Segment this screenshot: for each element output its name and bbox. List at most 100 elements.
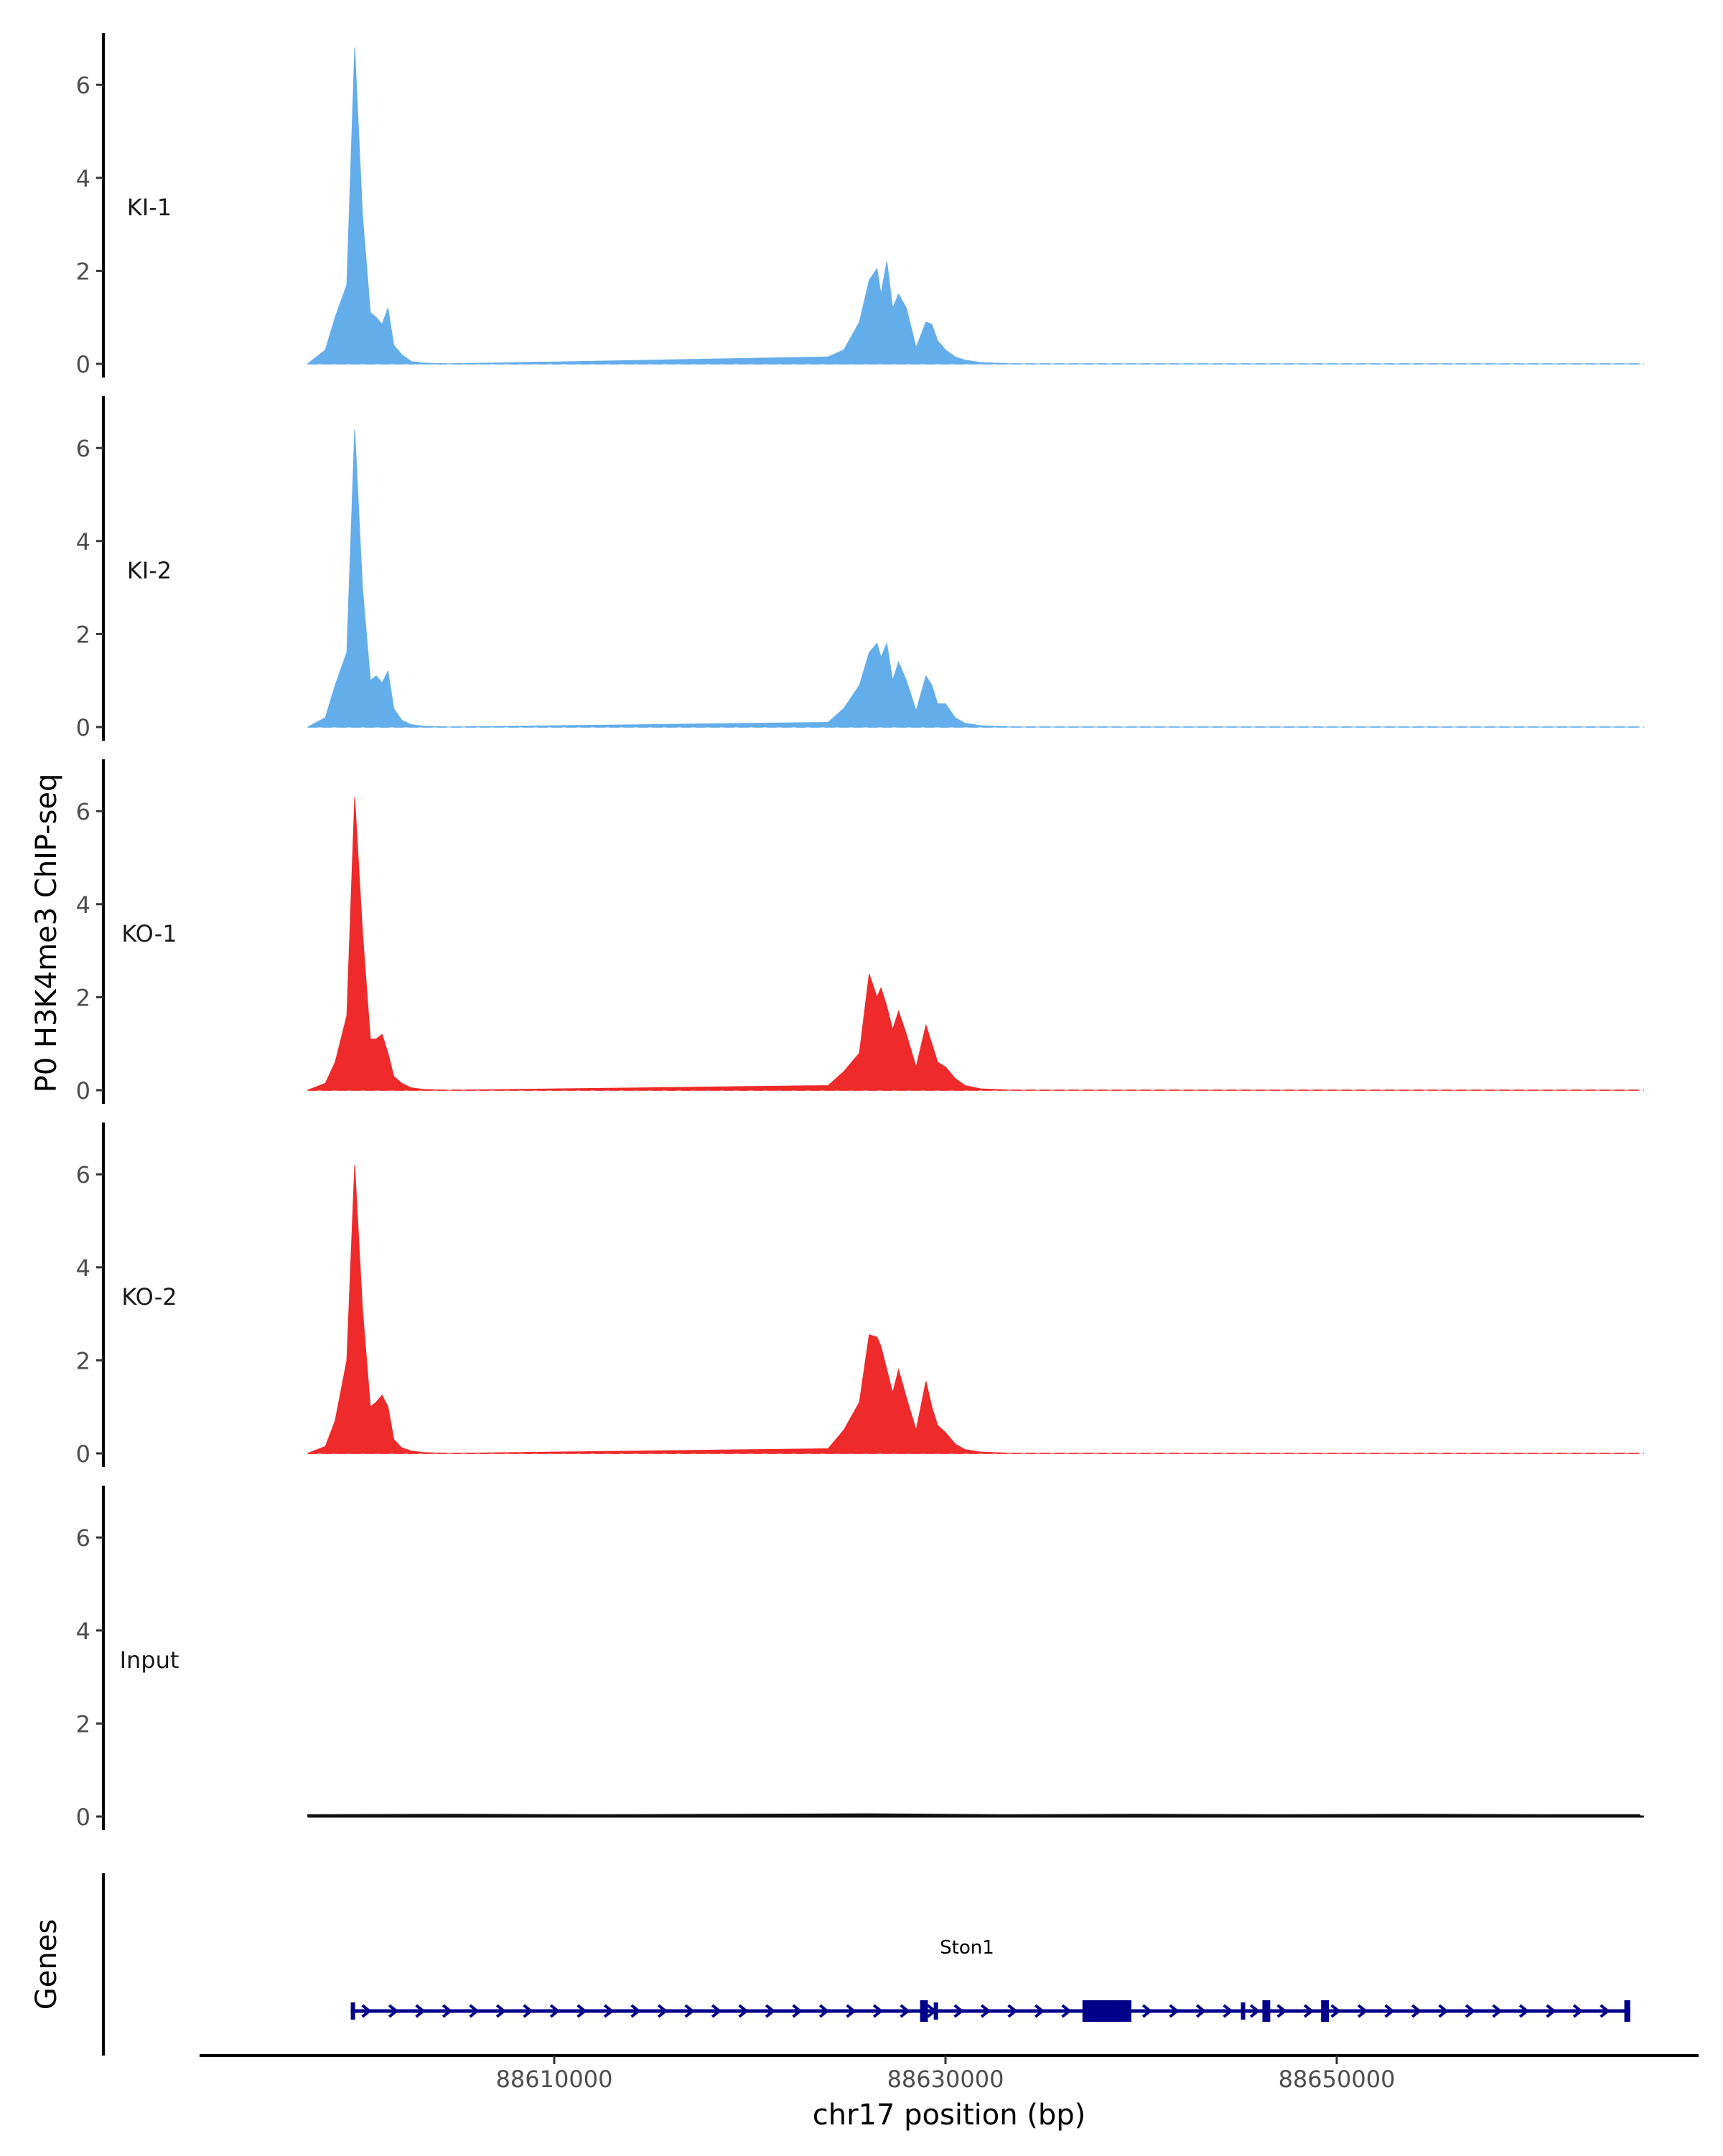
track-signal-area: [307, 1813, 1640, 1817]
tracks-layer: 0 2 4 6 KI-1 0 2 4 6 KI-2 0 2 4 6 KO-1 0 2 4 6 KO-2 0 2 4 6 Inpu…: [76, 33, 1644, 1831]
strand-arrow: [415, 2004, 426, 2018]
strand-arrow: [872, 2004, 884, 2018]
genes-track-label: Genes: [30, 1919, 63, 2010]
exon-block: [920, 2000, 928, 2022]
y-tick-label: 4: [76, 1618, 90, 1645]
strand-arrow: [711, 2004, 722, 2018]
y-tick-label: 2: [76, 258, 90, 285]
y-tick-label: 4: [76, 165, 90, 192]
track-ki-2: 0 2 4 6 KI-2: [76, 396, 1644, 741]
x-tick-label: 88650000: [1279, 2066, 1396, 2093]
y-tick-label: 4: [76, 528, 90, 556]
y-axis-title: P0 H3K4me3 ChIP-seq: [30, 774, 63, 1093]
strand-arrow: [1007, 2004, 1018, 2018]
x-axis-title: chr17 position (bp): [813, 2099, 1086, 2132]
strand-arrow: [442, 2004, 453, 2018]
strand-arrow: [1276, 2004, 1287, 2018]
track-ko-1: 0 2 4 6 KO-1: [76, 759, 1644, 1105]
strand-arrow: [684, 2004, 695, 2018]
y-tick-label: 0: [76, 1440, 90, 1468]
y-tick-label: 0: [76, 351, 90, 378]
track-signal-area: [307, 1165, 1640, 1454]
x-tick-label: 88630000: [887, 2066, 1004, 2093]
exon-block: [1082, 2000, 1131, 2022]
y-tick-label: 2: [76, 621, 90, 648]
y-tick-label: 2: [76, 1347, 90, 1374]
y-tick-label: 0: [76, 714, 90, 741]
track-ko-2: 0 2 4 6 KO-2: [76, 1122, 1644, 1468]
track-label: KO-1: [121, 920, 177, 947]
strand-arrow: [1169, 2004, 1180, 2018]
track-signal-area: [307, 797, 1640, 1091]
strand-arrow: [1061, 2004, 1072, 2018]
strand-arrow: [1411, 2004, 1422, 2018]
x-axis: chr17 position (bp) 88610000 88630000 8865…: [200, 2054, 1699, 2132]
strand-arrow: [738, 2004, 749, 2018]
strand-arrow: [1546, 2004, 1556, 2018]
strand-arrow: [1141, 2004, 1153, 2018]
strand-arrow: [1223, 2004, 1233, 2018]
strand-arrow: [523, 2004, 533, 2018]
track-signal-area: [307, 429, 1640, 728]
strand-arrow: [1357, 2004, 1368, 2018]
strand-arrow: [980, 2004, 991, 2018]
strand-arrow: [1249, 2004, 1261, 2018]
track-input: 0 2 4 6 Input: [76, 1486, 1644, 1831]
strand-arrow: [495, 2004, 507, 2018]
x-tick-label: 88610000: [496, 2066, 613, 2093]
strand-arrow: [1572, 2004, 1584, 2018]
strand-arrow: [1492, 2004, 1503, 2018]
strand-arrow: [953, 2004, 964, 2018]
strand-arrow: [1034, 2004, 1045, 2018]
y-tick-label: 6: [76, 798, 90, 825]
track-signal-area: [307, 47, 1640, 365]
track-label: KI-1: [127, 194, 172, 221]
strand-arrow: [792, 2004, 803, 2018]
track-label: Input: [120, 1646, 179, 1674]
strand-arrow: [765, 2004, 776, 2018]
y-tick-label: 6: [76, 435, 90, 462]
gene-model: Ston1: [350, 1937, 1630, 2022]
y-tick-label: 4: [76, 891, 90, 919]
track-label: KI-2: [127, 557, 172, 584]
exon-block: [1624, 2000, 1630, 2022]
exon-block: [1241, 2002, 1246, 2020]
y-tick-label: 0: [76, 1804, 90, 1831]
strand-arrow: [549, 2004, 561, 2018]
y-tick-label: 6: [76, 1161, 90, 1189]
strand-arrow: [361, 2004, 372, 2018]
strand-arrow: [900, 2004, 910, 2018]
y-tick-label: 2: [76, 1710, 90, 1738]
strand-arrow: [469, 2004, 480, 2018]
strand-arrow: [846, 2004, 856, 2018]
strand-arrow: [1384, 2004, 1395, 2018]
y-tick-label: 0: [76, 1077, 90, 1105]
exon-block: [350, 2002, 355, 2020]
y-tick-label: 2: [76, 984, 90, 1011]
y-tick-label: 6: [76, 1524, 90, 1552]
strand-arrow: [1518, 2004, 1530, 2018]
strand-arrow: [388, 2004, 399, 2018]
genes-track: Genes Ston1: [30, 1873, 1630, 2056]
exon-block: [933, 2002, 938, 2020]
exon-block: [1321, 2000, 1330, 2022]
strand-arrow: [576, 2004, 587, 2018]
strand-arrow: [603, 2004, 615, 2018]
gene-name-label: Ston1: [940, 1937, 994, 1959]
strand-arrow: [1465, 2004, 1476, 2018]
track-label: KO-2: [121, 1283, 177, 1311]
strand-arrow: [1195, 2004, 1207, 2018]
strand-arrow: [657, 2004, 668, 2018]
strand-arrow: [818, 2004, 830, 2018]
track-ki-1: 0 2 4 6 KI-1: [76, 33, 1644, 378]
strand-arrow: [1438, 2004, 1449, 2018]
strand-arrow: [1600, 2004, 1610, 2018]
strand-arrow: [1330, 2004, 1341, 2018]
y-tick-label: 4: [76, 1255, 90, 1282]
y-tick-label: 6: [76, 72, 90, 99]
exon-block: [1262, 2000, 1271, 2022]
strand-arrow: [1303, 2004, 1315, 2018]
strand-arrow: [630, 2004, 641, 2018]
